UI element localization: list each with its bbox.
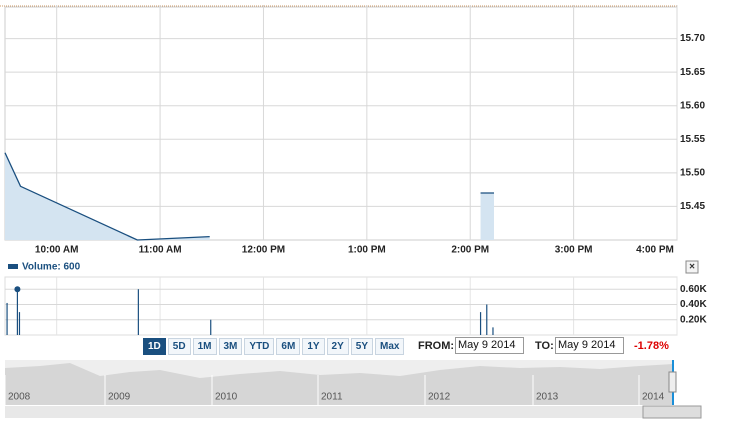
volume-frame xyxy=(4,276,678,336)
y-tick-label: 15.55 xyxy=(680,134,705,145)
price-area xyxy=(5,152,495,240)
range-button[interactable]: 5Y xyxy=(350,338,374,355)
x-tick-label: 4:00 PM xyxy=(636,245,674,256)
volume-marker xyxy=(14,286,21,293)
x-tick-label: 1:00 PM xyxy=(348,245,386,256)
x-tick-label: 12:00 PM xyxy=(242,245,285,256)
range-button[interactable]: YTD xyxy=(244,338,275,355)
range-button[interactable]: 1M xyxy=(192,338,217,355)
y-tick-label: 15.65 xyxy=(680,67,705,78)
volume-title: Volume: 600 xyxy=(22,262,81,273)
y-tick-label: 0.20K xyxy=(680,314,707,325)
price-line xyxy=(4,152,495,241)
navigator-area xyxy=(5,363,673,405)
navigator-year: 2010 xyxy=(215,392,238,403)
close-icon: × xyxy=(689,262,695,273)
volume-icon xyxy=(8,264,18,269)
range-button[interactable]: 6M xyxy=(276,338,301,355)
y-tick-label: 0.60K xyxy=(680,284,707,295)
range-button[interactable]: 2Y xyxy=(326,338,349,355)
navigator-year: 2009 xyxy=(108,392,131,403)
navigator-year: 2013 xyxy=(536,392,559,403)
range-button[interactable]: 5D xyxy=(167,338,191,355)
to-label: TO: xyxy=(535,340,554,352)
navigator-grip[interactable] xyxy=(668,371,677,393)
scrollbar-thumb[interactable] xyxy=(642,405,702,419)
range-button[interactable]: 1D xyxy=(143,338,166,355)
plot-frame xyxy=(4,6,678,241)
navigator-year: 2012 xyxy=(428,392,451,403)
range-button[interactable]: 1Y xyxy=(302,338,325,355)
change: -1.78% xyxy=(634,340,669,352)
x-tick-label: 2:00 PM xyxy=(451,245,489,256)
from-input[interactable]: May 9 2014 xyxy=(455,337,524,354)
to-input[interactable]: May 9 2014 xyxy=(555,337,624,354)
y-tick-label: 0.40K xyxy=(680,299,707,310)
range-button[interactable]: 3M xyxy=(218,338,243,355)
navigator-year: 2011 xyxy=(321,392,343,403)
volume-header xyxy=(5,262,677,272)
y-tick-label: 15.70 xyxy=(680,33,705,44)
x-tick-label: 10:00 AM xyxy=(35,245,79,256)
navigator-year: 2008 xyxy=(8,392,31,403)
y-tick-label: 15.45 xyxy=(680,201,705,212)
x-tick-label: 3:00 PM xyxy=(555,245,593,256)
range-buttons: 1D 5D 1M 3M YTD 6M 1Y 2Y 5Y Max xyxy=(143,338,405,355)
x-tick-label: 11:00 AM xyxy=(139,245,182,256)
from-label: FROM: xyxy=(418,340,455,352)
range-button[interactable]: Max xyxy=(375,338,405,355)
y-tick-label: 15.60 xyxy=(680,100,705,111)
close-button[interactable] xyxy=(685,260,699,274)
scrollbar-track xyxy=(5,406,673,418)
y-tick-label: 15.50 xyxy=(680,167,705,178)
navigator-year: 2014 xyxy=(642,392,665,403)
